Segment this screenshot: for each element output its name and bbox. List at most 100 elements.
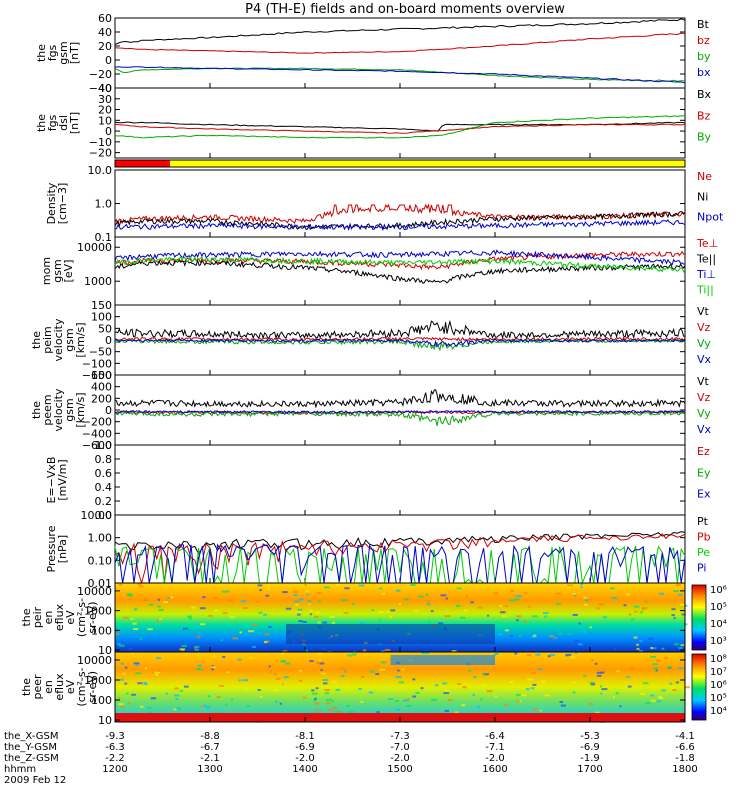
peer-speckle xyxy=(401,668,406,671)
peem_v-ylabel: the xyxy=(30,401,43,419)
pressure-series-1 xyxy=(114,533,686,585)
fgs_dsl-ytick-label: 10 xyxy=(98,114,112,127)
pressure-legend-2: Pe xyxy=(697,546,710,559)
peer-speckle xyxy=(525,688,530,691)
peer-speckle xyxy=(530,687,535,690)
peir-speckle xyxy=(659,592,665,595)
peer-speckle xyxy=(574,652,578,655)
peir-speckle xyxy=(148,603,154,606)
peir-speckle xyxy=(167,596,170,599)
fgs-legend-2: by xyxy=(697,50,711,63)
footer-z-value: -1.9 xyxy=(580,753,600,764)
peer-speckle xyxy=(486,690,493,693)
peir-ylabel: eflux xyxy=(53,603,66,631)
peer-speckle xyxy=(589,702,593,705)
peer-speckle xyxy=(494,695,498,698)
peim_v-legend-2: Vy xyxy=(697,337,711,350)
peim_v-ytick-label: −100 xyxy=(82,357,112,370)
peer-speckle xyxy=(156,657,162,660)
peim_v-ytick-label: 100 xyxy=(91,311,112,324)
peir-ylabel: the xyxy=(20,608,33,626)
peer-speckle xyxy=(423,652,430,655)
peer-speckle xyxy=(128,702,131,705)
peir-speckle xyxy=(403,598,409,601)
peer-speckle xyxy=(320,669,323,672)
eflux-legend-0: Te⊥ xyxy=(696,237,718,250)
peir-speckle xyxy=(644,600,648,603)
peer-speckle xyxy=(572,691,576,694)
fgs_dsl-ylabel: [nT] xyxy=(68,112,81,134)
peir-speckle xyxy=(584,599,589,602)
fgs-ytick-label: −40 xyxy=(89,82,112,95)
peir-speckle xyxy=(263,641,268,644)
peer-speckle xyxy=(313,702,320,705)
peem_v-ytick-label: −600 xyxy=(82,439,112,452)
peir-speckle xyxy=(678,647,683,650)
peer-speckle xyxy=(376,711,380,714)
peir-speckle xyxy=(638,649,643,652)
peer-ytick-label: 10 xyxy=(98,714,112,727)
peer-speckle xyxy=(211,668,214,671)
peir-speckle xyxy=(651,647,657,650)
peim_v-ytick-label: −150 xyxy=(82,369,112,382)
peer-speckle xyxy=(615,692,620,695)
peir-speckle xyxy=(199,607,206,610)
efield-frame xyxy=(114,444,686,516)
peim_v-ylabel: the xyxy=(30,331,43,349)
peer-speckle xyxy=(120,662,124,665)
fgs-ylabel: the xyxy=(35,44,48,62)
panel-peir: 10⁶ 10⁵ 10⁴ 10³ 10000 1000 100 10 thepeireneflux… xyxy=(20,582,727,657)
pressure-series-2 xyxy=(114,545,686,585)
peer-speckle xyxy=(406,698,410,701)
peer-speckle xyxy=(531,672,536,675)
peir-speckle xyxy=(228,599,234,602)
peir-speckle xyxy=(673,617,676,620)
peir-speckle xyxy=(123,616,129,619)
peer-speckle xyxy=(650,699,657,702)
peir-speckle xyxy=(335,583,340,586)
density-ylabel: Density xyxy=(45,182,58,224)
eflux-series-1 xyxy=(114,258,686,284)
peer-speckle xyxy=(135,664,140,667)
peer-ylabel: sr-eV) xyxy=(86,671,99,703)
peir-speckle xyxy=(265,594,270,597)
peer-speckle xyxy=(333,680,337,683)
peim_v-ylabel: [km/s] xyxy=(74,322,87,357)
peer-speckle xyxy=(503,703,508,706)
peir-speckle xyxy=(344,587,350,590)
peir-speckle xyxy=(222,612,228,615)
peer-speckle xyxy=(322,682,328,685)
peir-speckle xyxy=(241,600,246,603)
peir-speckle xyxy=(258,611,263,614)
peer-speckle xyxy=(398,681,405,684)
peir-speckle xyxy=(309,610,313,613)
peer-speckle xyxy=(156,670,161,673)
peim_v-ylabel: peim xyxy=(41,326,54,354)
peir-speckle xyxy=(574,639,579,642)
peer-speckle xyxy=(570,656,576,659)
peer-speckle xyxy=(596,674,602,677)
peer-speckle xyxy=(434,684,439,687)
peir-speckle xyxy=(516,615,522,618)
peer-speckle xyxy=(327,708,334,711)
efield-legend-2: Ex xyxy=(697,488,711,501)
peer-speckle xyxy=(547,655,551,658)
peir-speckle xyxy=(310,613,313,616)
peer-speckle xyxy=(494,652,499,655)
peer-speckle xyxy=(346,704,350,707)
peer-speckle xyxy=(443,692,450,695)
peer-speckle xyxy=(643,682,649,685)
peem_v-series-0 xyxy=(114,389,686,409)
peir-speckle xyxy=(642,608,645,611)
fgs-ylabel: [nT] xyxy=(68,42,81,64)
peir-speckle xyxy=(159,618,163,621)
peer-colorbar-tick: 10⁵ xyxy=(710,693,727,704)
peim_v-ytick-label: 150 xyxy=(91,299,112,312)
peer-speckle xyxy=(126,692,129,695)
peir-speckle xyxy=(298,598,304,601)
peir-speckle xyxy=(297,613,301,616)
peim_v-ylabel: gsm xyxy=(63,328,76,351)
peer-speckle xyxy=(321,672,326,675)
peim_v-ytick-label: 50 xyxy=(98,322,112,335)
